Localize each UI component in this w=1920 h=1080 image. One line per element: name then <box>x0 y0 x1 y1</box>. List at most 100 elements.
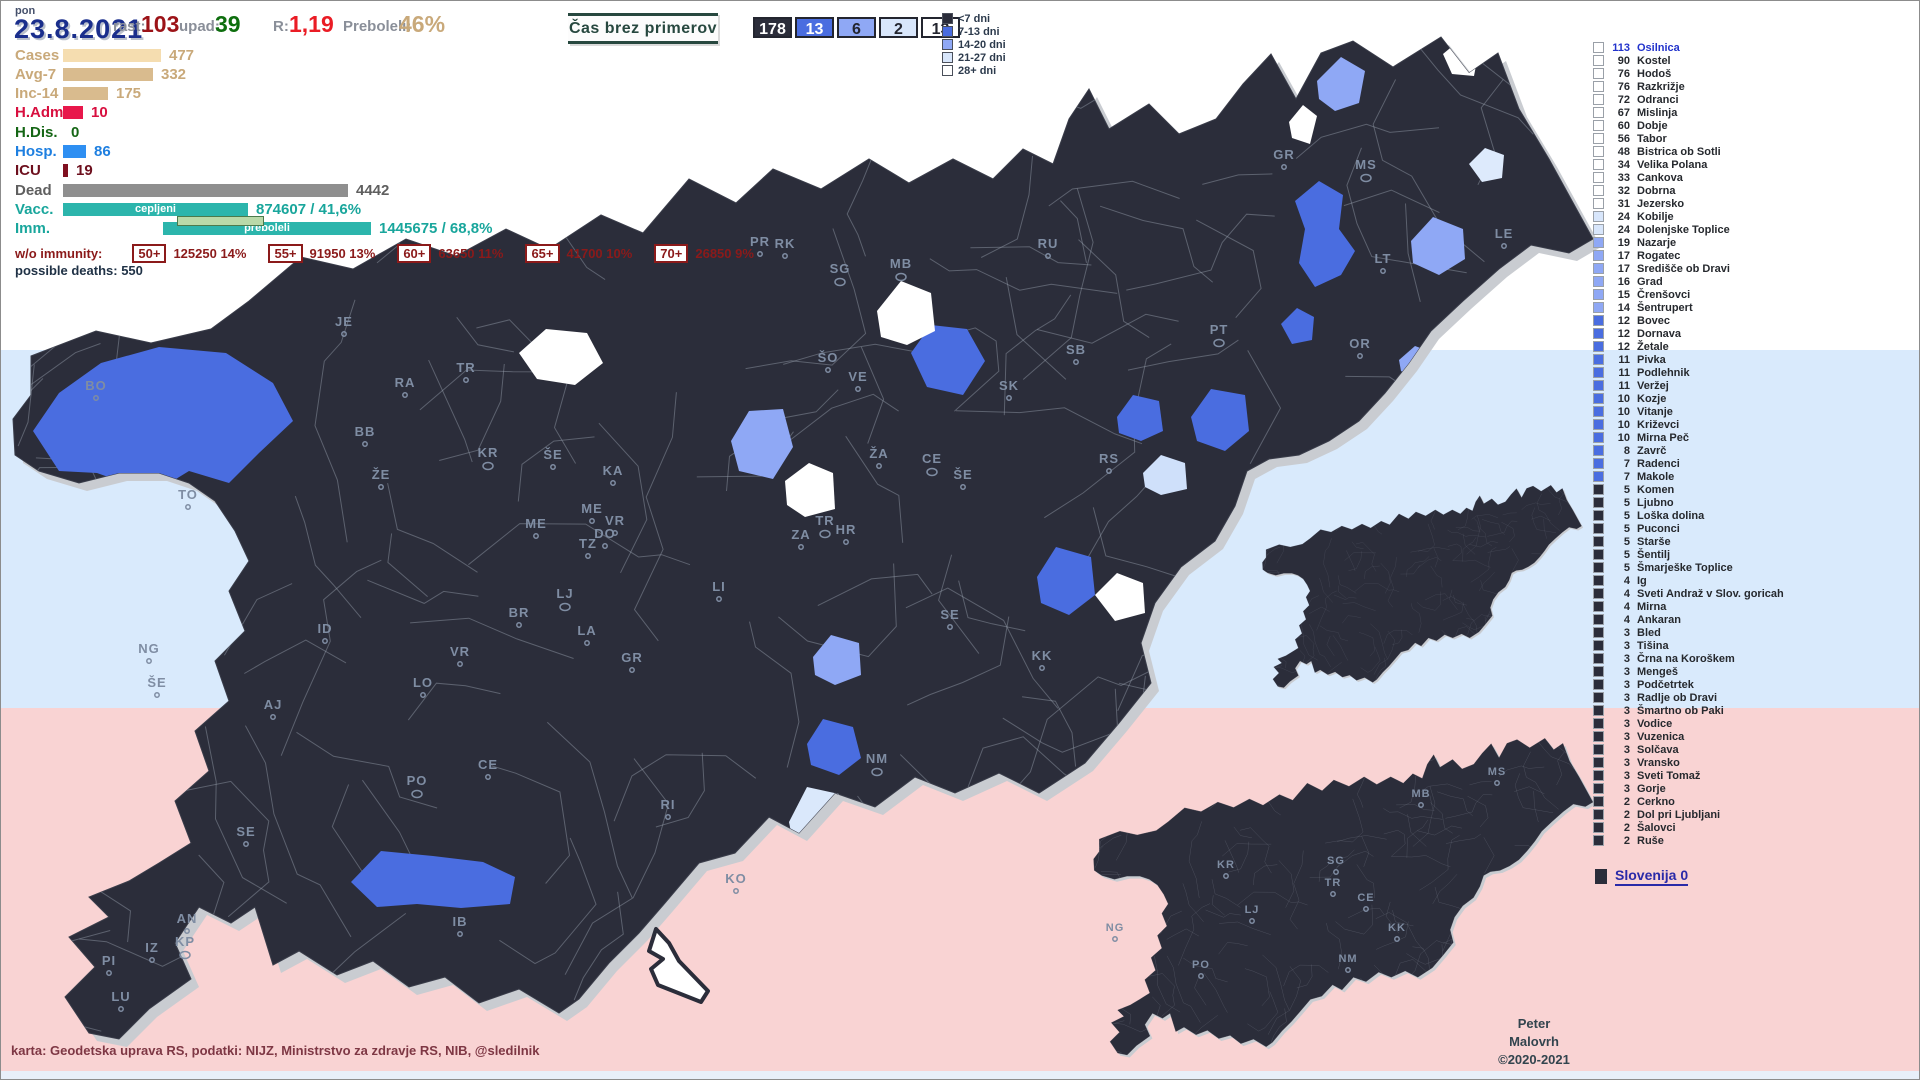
municipality-color-box <box>1593 458 1604 469</box>
municipality-row[interactable]: 76 Hodoš <box>1593 67 1784 80</box>
city-code-label: ZA <box>791 527 810 542</box>
municipality-row[interactable]: 3 Gorje <box>1593 782 1784 795</box>
municipality-row[interactable]: 67 Mislinja <box>1593 106 1784 119</box>
municipality-row[interactable]: 24 Dolenjske Toplice <box>1593 223 1784 236</box>
days-count: 4 <box>1623 613 1630 626</box>
municipality-row[interactable]: 16 Grad <box>1593 275 1784 288</box>
stat-bar <box>63 67 153 81</box>
days-count: 12 <box>1617 340 1630 353</box>
municipality-row[interactable]: 5 Šentilj <box>1593 548 1784 561</box>
municipality-row[interactable]: 3 Bled <box>1593 626 1784 639</box>
municipality-row[interactable]: 3 Tišina <box>1593 639 1784 652</box>
municipality-name: Odranci <box>1637 93 1679 106</box>
municipality-row[interactable]: 5 Puconci <box>1593 522 1784 535</box>
piran-highlight-outline[interactable] <box>647 927 710 1004</box>
day-range-legend: <7 dni 7-13 dni 14-20 dni 21-27 dni 28+ dni <box>942 12 1006 77</box>
city-marker-icon <box>270 714 276 720</box>
city-marker-icon <box>362 441 368 447</box>
municipality-row[interactable]: 11 Pivka <box>1593 353 1784 366</box>
municipality-row[interactable]: 4 Sveti Andraž v Slov. goricah <box>1593 587 1784 600</box>
municipality-row[interactable]: 56 Tabor <box>1593 132 1784 145</box>
municipality-color-box <box>1593 640 1604 651</box>
municipality-row[interactable]: 15 Črenšovci <box>1593 288 1784 301</box>
municipality-row[interactable]: 2 Ruše <box>1593 834 1784 847</box>
municipality-row[interactable]: 10 Kozje <box>1593 392 1784 405</box>
municipality-row[interactable]: 3 Šmartno ob Paki <box>1593 704 1784 717</box>
city-code-label: PT <box>1210 322 1229 337</box>
municipality-row[interactable]: 113 Osilnica <box>1593 41 1784 54</box>
municipality-row[interactable]: 17 Središče ob Dravi <box>1593 262 1784 275</box>
city-marker-icon <box>1073 359 1079 365</box>
municipality-row[interactable]: 60 Dobje <box>1593 119 1784 132</box>
municipality-row[interactable]: 4 Ankaran <box>1593 613 1784 626</box>
municipality-row[interactable]: 3 Sveti Tomaž <box>1593 769 1784 782</box>
municipality-row[interactable]: 4 Mirna <box>1593 600 1784 613</box>
municipality-row[interactable]: 3 Solčava <box>1593 743 1784 756</box>
municipality-row[interactable]: 10 Mirna Peč <box>1593 431 1784 444</box>
municipality-row[interactable]: 34 Velika Polana <box>1593 158 1784 171</box>
municipality-row[interactable]: 72 Odranci <box>1593 93 1784 106</box>
municipality-row[interactable]: 2 Dol pri Ljubljani <box>1593 808 1784 821</box>
municipality-row[interactable]: 7 Makole <box>1593 470 1784 483</box>
city-code-label: NM <box>1338 953 1357 965</box>
city-code-label: BB <box>355 424 376 439</box>
municipality-color-box <box>1593 614 1604 625</box>
municipality-row[interactable]: 17 Rogatec <box>1593 249 1784 262</box>
municipality-row[interactable]: 10 Vitanje <box>1593 405 1784 418</box>
municipality-name: Ig <box>1637 574 1647 587</box>
slovenia-total-link[interactable]: Slovenija 0 <box>1615 867 1689 886</box>
municipality-row[interactable]: 90 Kostel <box>1593 54 1784 67</box>
cas-brez-primerov-button[interactable]: Čas brez primerov <box>568 13 718 44</box>
municipality-row[interactable]: 7 Radenci <box>1593 457 1784 470</box>
municipality-row[interactable]: 12 Žetale <box>1593 340 1784 353</box>
municipality-row[interactable]: 76 Razkrižje <box>1593 80 1784 93</box>
city-marker-icon <box>665 814 671 820</box>
municipality-row[interactable]: 8 Zavrč <box>1593 444 1784 457</box>
city-code-label: LA <box>577 623 596 638</box>
map-inset-medium[interactable] <box>1251 466 1589 715</box>
municipality-name: Starše <box>1637 535 1671 548</box>
days-count: 3 <box>1623 756 1630 769</box>
municipality-row[interactable]: 10 Križevci <box>1593 418 1784 431</box>
municipality-row[interactable]: 4 Ig <box>1593 574 1784 587</box>
municipality-name: Kostel <box>1637 54 1671 67</box>
municipality-row[interactable]: 3 Vodice <box>1593 717 1784 730</box>
municipality-row[interactable]: 11 Podlehnik <box>1593 366 1784 379</box>
municipality-row[interactable]: 48 Bistrica ob Sotli <box>1593 145 1784 158</box>
municipality-color-box <box>1593 835 1604 846</box>
city-marker-icon <box>757 251 763 257</box>
municipality-row[interactable]: 5 Starše <box>1593 535 1784 548</box>
municipality-name: Komen <box>1637 483 1675 496</box>
colored-municipalities[interactable] <box>33 39 1504 1000</box>
city-marker-icon <box>1112 936 1118 942</box>
municipality-row[interactable]: 3 Vuzenica <box>1593 730 1784 743</box>
municipality-row[interactable]: 32 Dobrna <box>1593 184 1784 197</box>
municipality-row[interactable]: 2 Šalovci <box>1593 821 1784 834</box>
municipality-row[interactable]: 5 Loška dolina <box>1593 509 1784 522</box>
days-count: 33 <box>1617 171 1630 184</box>
city-marker-icon <box>179 950 191 960</box>
city-code-label: TZ <box>579 536 597 551</box>
city-marker-icon <box>485 774 491 780</box>
municipality-row[interactable]: 5 Šmarješke Toplice <box>1593 561 1784 574</box>
municipality-row[interactable]: 5 Ljubno <box>1593 496 1784 509</box>
municipality-row[interactable]: 11 Veržej <box>1593 379 1784 392</box>
municipality-row[interactable]: 3 Črna na Koroškem <box>1593 652 1784 665</box>
municipality-row[interactable]: 3 Podčetrtek <box>1593 678 1784 691</box>
city-marker-icon <box>947 624 953 630</box>
municipality-row[interactable]: 3 Vransko <box>1593 756 1784 769</box>
municipality-row[interactable]: 3 Mengeš <box>1593 665 1784 678</box>
municipality-row[interactable]: 12 Bovec <box>1593 314 1784 327</box>
municipality-row[interactable]: 24 Kobilje <box>1593 210 1784 223</box>
municipality-row[interactable]: 3 Radlje ob Dravi <box>1593 691 1784 704</box>
municipality-row[interactable]: 14 Šentrupert <box>1593 301 1784 314</box>
municipality-row[interactable]: 2 Cerkno <box>1593 795 1784 808</box>
days-count: 24 <box>1617 223 1630 236</box>
city-marker-icon <box>184 928 190 934</box>
municipality-row[interactable]: 19 Nazarje <box>1593 236 1784 249</box>
municipality-row[interactable]: 5 Komen <box>1593 483 1784 496</box>
municipality-row[interactable]: 12 Dornava <box>1593 327 1784 340</box>
municipality-row[interactable]: 31 Jezersko <box>1593 197 1784 210</box>
municipality-row[interactable]: 33 Cankova <box>1593 171 1784 184</box>
